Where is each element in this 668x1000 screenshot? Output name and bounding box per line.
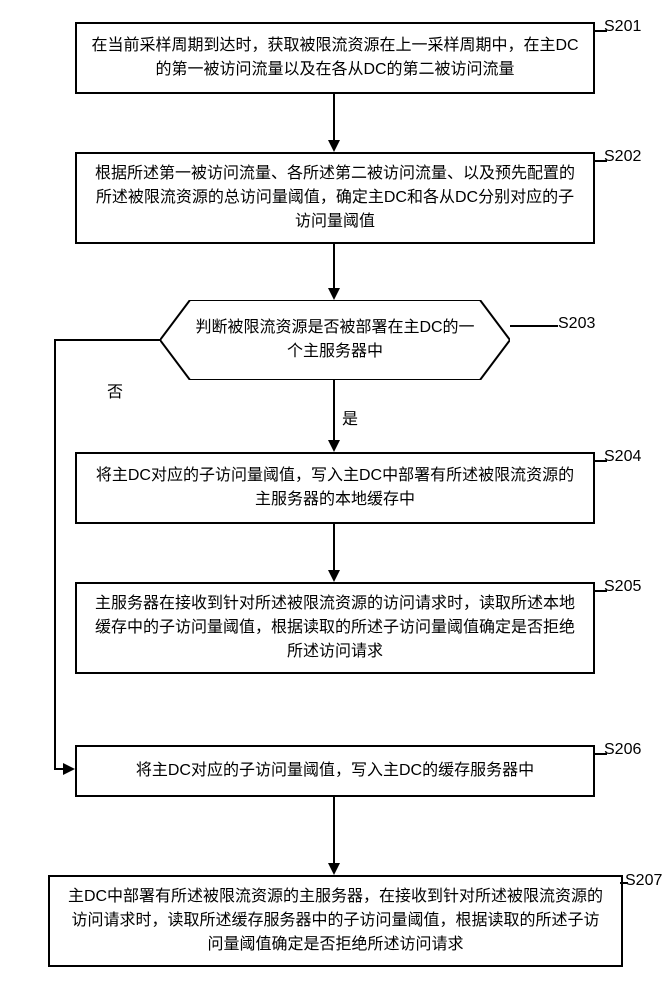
node-s207-text: 主DC中部署有所述被限流资源的主服务器，在接收到针对所述被限流资源的访问请求时，… [64,885,607,957]
node-s207: 主DC中部署有所述被限流资源的主服务器，在接收到针对所述被限流资源的访问请求时，… [48,875,623,967]
node-s204-text: 将主DC对应的子访问量阈值，写入主DC中部署有所述被限流资源的主服务器的本地缓存… [91,464,579,512]
label-s205: S205 [604,578,641,596]
node-s204: 将主DC对应的子访问量阈值，写入主DC中部署有所述被限流资源的主服务器的本地缓存… [75,452,595,524]
label-s203: S203 [558,315,595,333]
label-s204: S204 [604,448,641,466]
node-s206-text: 将主DC对应的子访问量阈值，写入主DC的缓存服务器中 [136,759,534,783]
node-s205-text: 主服务器在接收到针对所述被限流资源的访问请求时，读取所述本地缓存中的子访问量阈值… [91,592,579,664]
node-s201-text: 在当前采样周期到达时，获取被限流资源在上一采样周期中，在主DC的第一被访问流量以… [91,34,579,82]
label-s207: S207 [625,872,662,890]
node-s203-text: 判断被限流资源是否被部署在主DC的一个主服务器中 [160,316,510,364]
label-s202: S202 [604,148,641,166]
node-s203: 判断被限流资源是否被部署在主DC的一个主服务器中 [160,300,510,380]
node-s202: 根据所述第一被访问流量、各所述第二被访问流量、以及预先配置的所述被限流资源的总访… [75,152,595,244]
label-s206: S206 [604,741,641,759]
branch-yes: 是 [342,405,358,429]
node-s202-text: 根据所述第一被访问流量、各所述第二被访问流量、以及预先配置的所述被限流资源的总访… [91,162,579,234]
node-s205: 主服务器在接收到针对所述被限流资源的访问请求时，读取所述本地缓存中的子访问量阈值… [75,582,595,674]
node-s206: 将主DC对应的子访问量阈值，写入主DC的缓存服务器中 [75,745,595,797]
node-s201: 在当前采样周期到达时，获取被限流资源在上一采样周期中，在主DC的第一被访问流量以… [75,22,595,94]
branch-no: 否 [107,378,123,402]
label-s201: S201 [604,18,641,36]
